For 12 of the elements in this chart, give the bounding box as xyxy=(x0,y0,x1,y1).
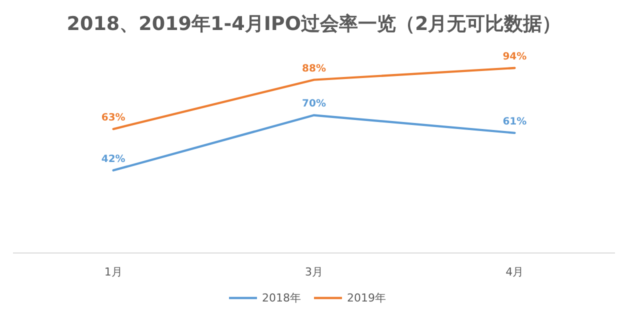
x-tick-label: 4月 xyxy=(506,266,524,278)
data-label: 63% xyxy=(101,112,126,124)
x-tick-label: 3月 xyxy=(305,266,323,278)
legend-label: 2018年 xyxy=(262,292,301,304)
data-label: 70% xyxy=(302,98,326,110)
data-label: 42% xyxy=(101,154,126,165)
data-label: 94% xyxy=(502,52,527,62)
legend-label: 2019年 xyxy=(347,292,386,304)
x-tick-label: 1月 xyxy=(104,266,122,278)
data-label: 61% xyxy=(502,116,527,128)
data-label: 88% xyxy=(302,63,326,74)
chart-title: 2018、2019年1-4月IPO过会率一览（2月无可比数据） xyxy=(66,13,562,35)
